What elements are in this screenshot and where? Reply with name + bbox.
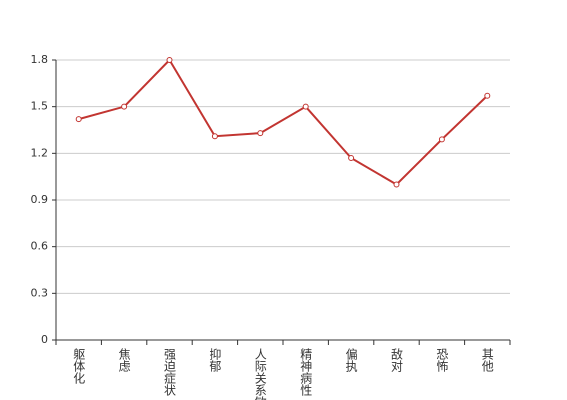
point	[121, 103, 128, 110]
x-tick-label: 偏执	[344, 347, 358, 373]
point	[211, 133, 218, 140]
x-tick-label: 其他	[480, 348, 494, 372]
y-tick-label: 1.8	[31, 53, 49, 66]
point	[438, 136, 445, 143]
x-tick-label: 人际关系敏感	[253, 348, 267, 400]
x-tick-label: 强迫症状	[163, 348, 177, 396]
line	[78, 58, 488, 186]
point	[75, 116, 82, 123]
x-tick-label: 精神病性	[299, 348, 313, 397]
y-tick-label: 0	[41, 333, 48, 346]
x-tick-label: 敌对	[390, 347, 404, 372]
y-tick-label: 1.2	[31, 146, 49, 159]
x-tick-label: 恐怖	[435, 348, 449, 372]
y-tick-label: 0.6	[31, 240, 49, 253]
x-tick-label: 抑郁	[208, 347, 222, 373]
point	[166, 57, 173, 63]
point	[257, 130, 264, 137]
y-tick-label: 0.3	[31, 286, 49, 299]
y-tick-label: 1.5	[31, 100, 49, 113]
x-tick-label: 焦虑	[117, 348, 131, 372]
point	[393, 181, 400, 188]
x-tick-label: 躯体化	[72, 347, 86, 385]
point	[348, 155, 355, 161]
y-tick-label: 0.9	[31, 193, 49, 206]
point	[302, 103, 309, 110]
point	[484, 92, 491, 99]
